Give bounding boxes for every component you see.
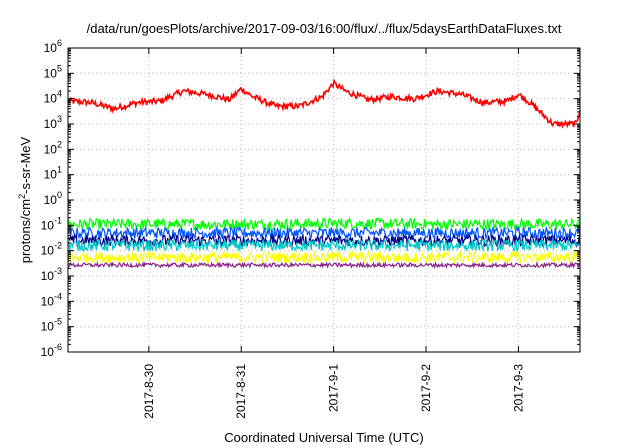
- y-tick-base: 10: [41, 345, 55, 359]
- y-tick-base: 10: [44, 193, 58, 207]
- y-tick-exponent: -4: [54, 291, 62, 301]
- series-line-1: [67, 78, 581, 130]
- y-tick-exponent: 4: [57, 89, 62, 99]
- y-tick-exponent: -1: [54, 215, 62, 225]
- y-tick-base: 10: [41, 244, 55, 258]
- y-tick-base: 10: [44, 92, 58, 106]
- y-tick-label: 10-1: [41, 215, 62, 232]
- y-axis-label-exponent: 2: [17, 194, 27, 199]
- series-line-2: [67, 216, 581, 232]
- y-axis-ticks: 10-610-510-410-310-210-11001011021031041…: [41, 38, 580, 359]
- y-tick-base: 10: [44, 168, 58, 182]
- series-line-6: [67, 249, 581, 266]
- y-tick-label: 103: [44, 114, 62, 131]
- y-tick-base: 10: [41, 294, 55, 308]
- y-axis-label-main: protons/cm: [18, 199, 33, 263]
- y-tick-exponent: 6: [57, 38, 62, 48]
- y-tick-base: 10: [44, 41, 58, 55]
- y-tick-label: 10-2: [41, 241, 62, 258]
- y-tick-base: 10: [41, 269, 55, 283]
- y-tick-exponent: 2: [57, 139, 62, 149]
- y-tick-label: 10-4: [41, 291, 62, 308]
- y-tick-exponent: -5: [54, 317, 62, 327]
- series-line-7: [68, 260, 581, 270]
- y-tick-label: 100: [44, 190, 62, 207]
- y-tick-base: 10: [44, 66, 58, 80]
- y-tick-base: 10: [41, 218, 55, 232]
- y-tick-exponent: 1: [57, 165, 62, 175]
- y-tick-label: 10-3: [41, 266, 62, 283]
- y-tick-label: 102: [44, 139, 62, 156]
- x-tick-label: 2017-8-31: [234, 364, 248, 419]
- y-tick-label: 10-5: [41, 317, 62, 334]
- x-tick-label: 2017-9-3: [511, 364, 525, 412]
- y-tick-exponent: -3: [54, 266, 62, 276]
- y-tick-label: 106: [44, 38, 62, 55]
- x-tick-label: 2017-9-2: [419, 364, 433, 412]
- y-tick-base: 10: [44, 117, 58, 131]
- y-tick-exponent: -6: [54, 342, 62, 352]
- x-tick-label: 2017-9-1: [327, 364, 341, 412]
- x-axis-ticks: 2017-8-30 2017-8-31 2017-9-1 2017-9-2 2017-9…: [142, 48, 525, 419]
- y-tick-base: 10: [44, 142, 58, 156]
- y-tick-label: 101: [44, 165, 62, 182]
- series-line-3: [67, 225, 581, 241]
- y-axis-label: protons/cm2-s-sr-MeV: [17, 136, 33, 263]
- y-tick-label: 104: [44, 89, 62, 106]
- y-tick-exponent: 0: [57, 190, 62, 200]
- data-series: [67, 78, 581, 270]
- y-tick-base: 10: [41, 320, 55, 334]
- y-tick-exponent: -2: [54, 241, 62, 251]
- series-line-5: [67, 238, 581, 253]
- y-axis-label-tail: -s-sr-MeV: [18, 136, 33, 193]
- x-tick-label: 2017-8-30: [142, 364, 156, 419]
- x-axis-label: Coordinated Universal Time (UTC): [224, 430, 423, 445]
- y-tick-exponent: 5: [57, 63, 62, 73]
- y-tick-label: 10-6: [41, 342, 62, 359]
- y-tick-exponent: 3: [57, 114, 62, 124]
- chart-title: /data/run/goesPlots/archive/2017-09-03/1…: [87, 21, 562, 36]
- y-tick-label: 105: [44, 63, 62, 80]
